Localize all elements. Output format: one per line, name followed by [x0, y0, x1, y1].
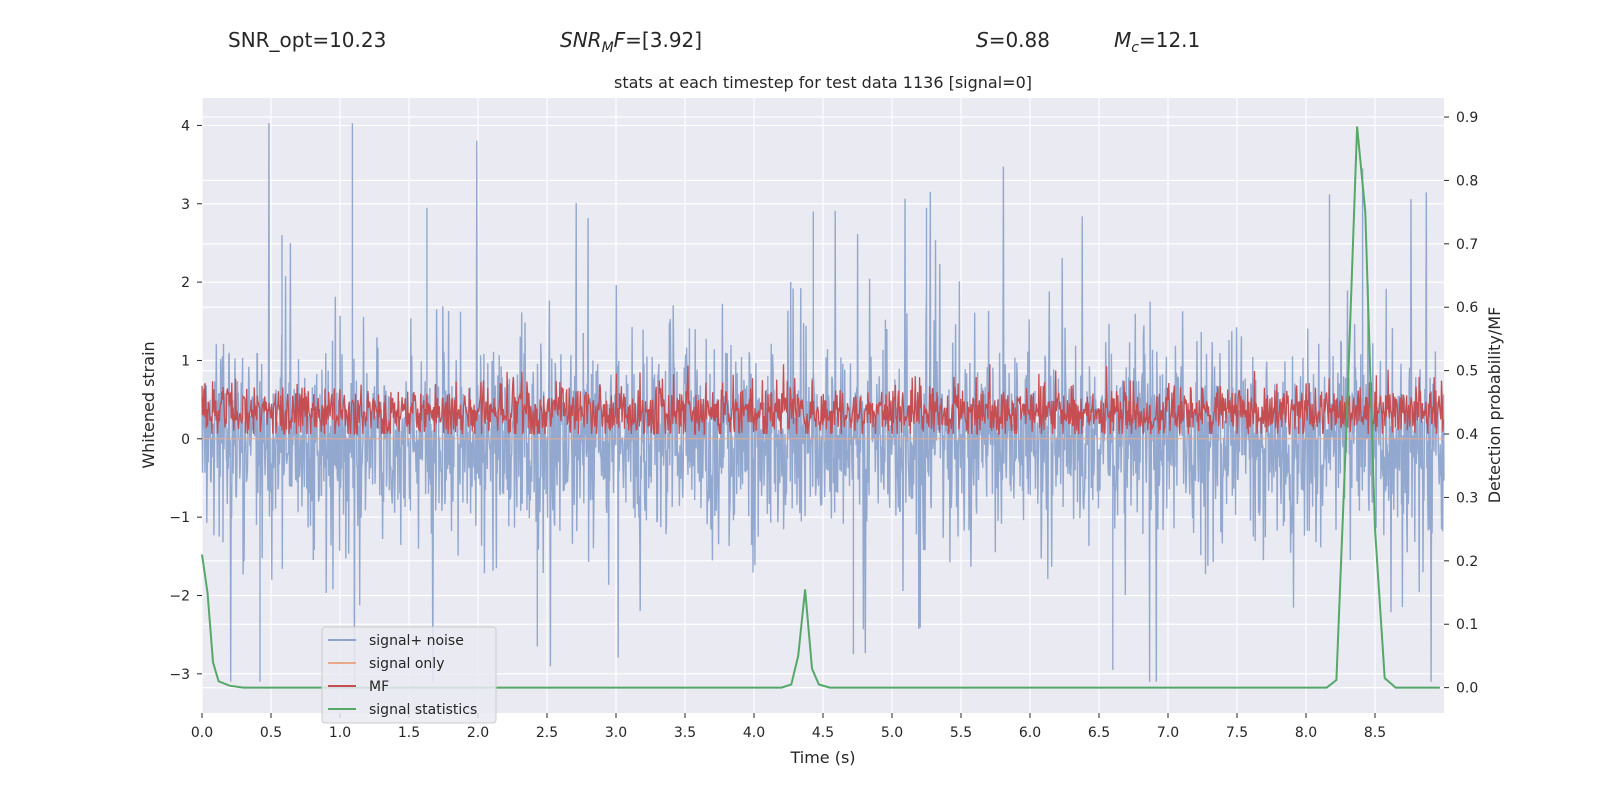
x-tick-label: 3.0 [605, 725, 627, 741]
x-tick-label: 5.0 [881, 725, 903, 741]
y-tick-label: −1 [169, 510, 190, 526]
right-tick-label: 0.6 [1456, 300, 1478, 316]
right-tick-label: 0.9 [1456, 110, 1478, 126]
right-tick-label: 0.2 [1456, 554, 1478, 570]
signal-statistics-line [201, 126, 1440, 689]
y-tick-label: 1 [181, 353, 190, 369]
x-tick-label: 7.0 [1157, 725, 1179, 741]
mc-label: Mc=12.1 [1114, 28, 1200, 56]
y-tick-label: 0 [181, 432, 190, 448]
y-tick-label: 3 [181, 197, 190, 213]
x-tick-label: 4.0 [743, 725, 765, 741]
snr-mf-f: F [613, 28, 626, 52]
mf-series [201, 364, 1445, 436]
mc-symbol: M [1114, 28, 1132, 52]
y-tick-label: 4 [181, 118, 190, 134]
x-axis-ticks: 0.0 0.5 1.0 1.5 2.0 2.5 3.0 3.5 4.0 4.5 5.0 5.5 6.0 6… [191, 713, 1386, 741]
x-tick-label: 6.0 [1019, 725, 1041, 741]
x-tick-label: 0.5 [260, 725, 282, 741]
y-axis-label: Whitened strain [139, 341, 158, 468]
mf-line [201, 364, 1445, 436]
snr-mf-value: =[3.92] [625, 28, 703, 52]
legend-label: signal+ noise [369, 633, 464, 649]
x-axis-label: Time (s) [789, 748, 855, 767]
snr-opt-label: SNR_opt=10.23 [228, 28, 386, 52]
x-tick-label: 1.0 [329, 725, 351, 741]
right-axis-label: Detection probability/MF [1485, 307, 1504, 504]
snr-mf-label: SNRMF=[3.92] [560, 28, 702, 56]
signal-statistics-series [201, 126, 1440, 689]
right-tick-label: 0.7 [1456, 237, 1478, 253]
legend-label: signal only [369, 656, 444, 672]
right-tick-label: 0.8 [1456, 173, 1478, 189]
legend-label: MF [369, 679, 389, 695]
chart-title: stats at each timestep for test data 113… [614, 73, 1032, 92]
mc-value: =12.1 [1138, 28, 1201, 52]
legend-box [321, 626, 497, 724]
s-label: S=0.88 [976, 28, 1050, 52]
x-tick-label: 1.5 [398, 725, 420, 741]
right-tick-label: 0.5 [1456, 364, 1478, 380]
legend: signal+ noise signal only MF signal statist… [321, 626, 497, 724]
x-tick-label: 6.5 [1088, 725, 1110, 741]
right-tick-label: 0.4 [1456, 427, 1478, 443]
s-symbol: S [976, 28, 989, 52]
snr-mf-symbol: SNR [560, 28, 602, 52]
legend-label: signal statistics [369, 702, 477, 718]
x-tick-label: 0.0 [191, 725, 213, 741]
x-tick-label: 3.5 [674, 725, 696, 741]
right-tick-label: 0.1 [1456, 617, 1478, 633]
x-tick-label: 4.5 [812, 725, 834, 741]
x-tick-label: 7.5 [1226, 725, 1248, 741]
gridlines [201, 98, 1444, 713]
right-axis-ticks: 0.9 0.8 0.7 0.6 0.5 0.4 0.3 0.2 0.1 0.0 [1444, 110, 1478, 697]
x-tick-label: 5.5 [950, 725, 972, 741]
x-tick-label: 2.0 [467, 725, 489, 741]
right-tick-label: 0.0 [1456, 681, 1478, 697]
x-tick-label: 8.5 [1364, 725, 1386, 741]
right-tick-label: 0.3 [1456, 490, 1478, 506]
snr-opt-text: SNR_opt=10.23 [228, 28, 387, 52]
x-tick-label: 2.5 [536, 725, 558, 741]
y-tick-label: 2 [181, 275, 190, 291]
snr-mf-subscript: M [601, 40, 614, 56]
y-axis-ticks: 4 3 2 1 0 −1 −2 −3 [169, 118, 202, 683]
s-value: =0.88 [988, 28, 1050, 52]
mc-subscript: c [1131, 40, 1139, 56]
y-tick-label: −3 [169, 667, 190, 683]
x-tick-label: 8.0 [1295, 725, 1317, 741]
y-tick-label: −2 [169, 588, 190, 604]
